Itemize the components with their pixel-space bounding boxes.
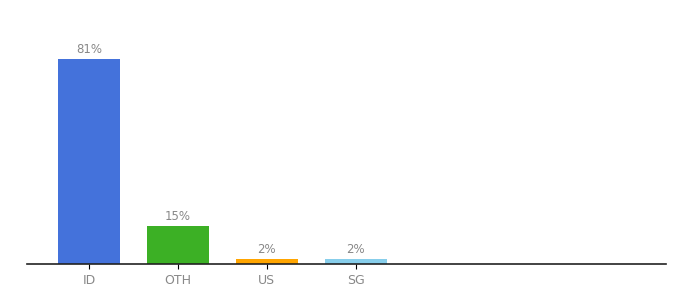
Text: 2%: 2% (346, 243, 365, 256)
Bar (58, 59, 120, 264)
Text: 2%: 2% (258, 243, 276, 256)
Bar (324, 259, 387, 264)
Text: 81%: 81% (76, 43, 103, 56)
Text: 15%: 15% (165, 210, 191, 223)
Bar (147, 226, 209, 264)
Bar (236, 259, 298, 264)
